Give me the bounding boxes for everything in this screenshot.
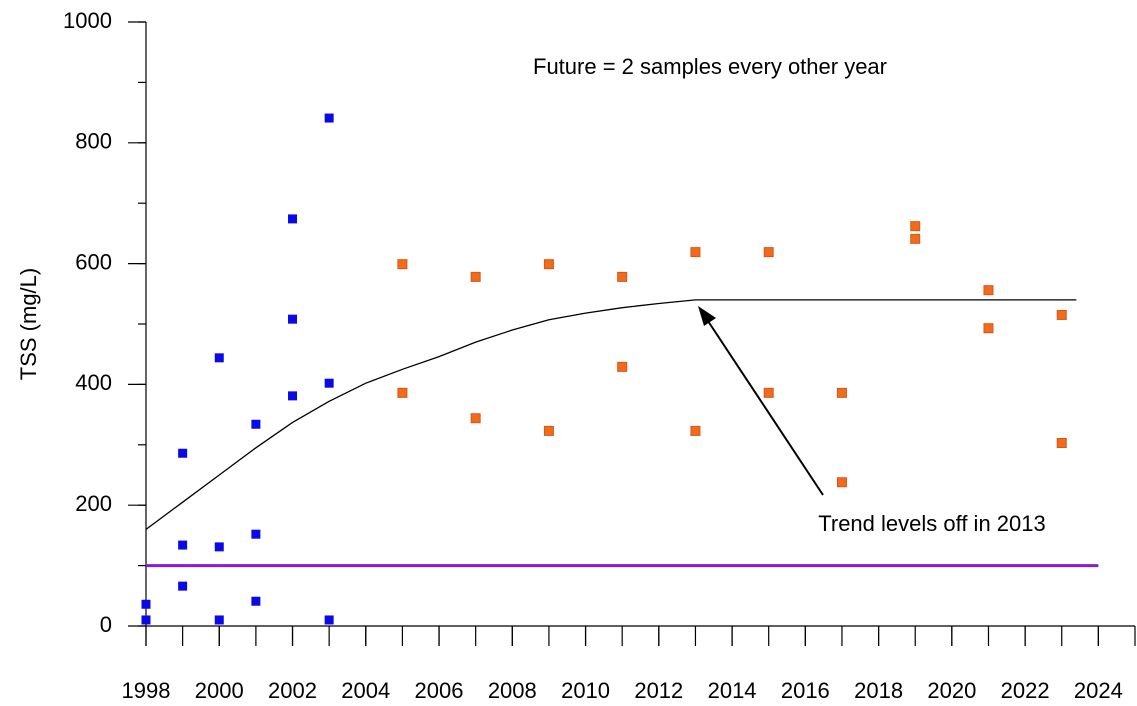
data-point [910,221,921,232]
data-point [690,425,701,436]
y-tick-label: 800 [75,129,112,154]
arrow [698,306,824,496]
y-tick-label: 200 [75,491,112,516]
data-point [397,387,408,398]
y-axis-title: TSS (mg/L) [16,268,41,380]
data-point [288,391,298,401]
x-tick-label: 2002 [268,678,317,703]
data-point [178,581,188,591]
x-tick-label: 2016 [781,678,830,703]
data-point [690,247,701,258]
data-point [324,378,334,388]
annotation: Future = 2 samples every other year [533,54,887,79]
x-tick-label: 2022 [1001,678,1050,703]
data-point [470,413,481,424]
data-point [836,477,847,488]
data-point [983,285,994,296]
x-tick-label: 1998 [122,678,171,703]
data-point [543,425,554,436]
data-point [470,271,481,282]
data-point [214,542,224,552]
data-point [324,113,334,123]
data-point [214,353,224,363]
y-tick-label: 1000 [63,8,112,33]
data-point [251,596,261,606]
data-point [288,214,298,224]
data-point [397,259,408,270]
x-tick-label: 2014 [708,678,757,703]
x-tick-label: 2018 [854,678,903,703]
x-tick-label: 2006 [415,678,464,703]
data-point [543,259,554,270]
data-point [178,540,188,550]
data-point [141,599,151,609]
data-point [983,323,994,334]
data-point [617,271,628,282]
x-tick-label: 2004 [341,678,390,703]
data-point [1056,309,1067,320]
data-point [178,448,188,458]
data-point [617,361,628,372]
data-point [763,247,774,258]
y-tick-label: 600 [75,249,112,274]
x-tick-label: 2024 [1074,678,1123,703]
y-tick-label: 400 [75,370,112,395]
y-tick-label: 0 [100,612,112,637]
data-point [324,615,334,625]
x-tick-label: 2012 [634,678,683,703]
x-tick-label: 2008 [488,678,537,703]
data-point [1056,437,1067,448]
data-point [836,387,847,398]
data-point [214,615,224,625]
x-tick-label: 2020 [927,678,976,703]
data-point [251,419,261,429]
data-point [141,615,151,625]
data-point [763,387,774,398]
data-point [251,529,261,539]
x-tick-label: 2010 [561,678,610,703]
trend-line [145,299,1077,530]
annotation: Trend levels off in 2013 [818,511,1045,536]
data-point [910,233,921,244]
data-point [288,314,298,324]
x-tick-label: 2000 [195,678,244,703]
